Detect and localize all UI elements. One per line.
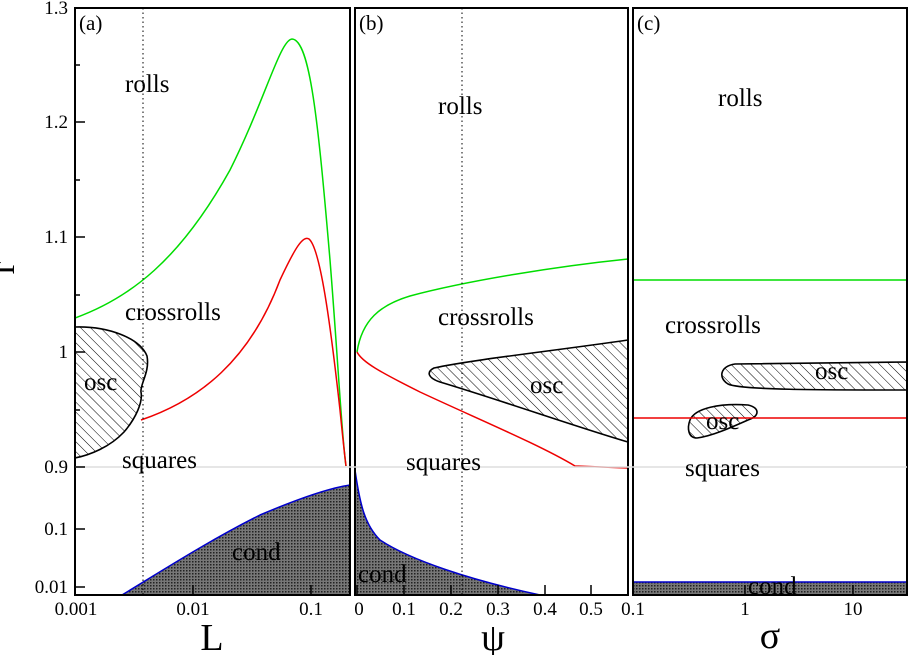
x-tick-b-0.4: 0.4: [533, 599, 557, 620]
x-tick-c-0.1: 0.1: [621, 599, 645, 620]
x-tick-a-0.1: 0.1: [299, 599, 323, 620]
y-tick-0.01: 0.01: [35, 577, 68, 598]
panel-tag-b: (b): [359, 11, 384, 35]
x-tick-c-1: 1: [740, 599, 750, 620]
region-label-osc-c-lower: osc: [706, 408, 739, 435]
squares-boundary-line-a: [140, 237, 347, 467]
region-label-cond-b: cond: [358, 561, 407, 588]
region-label-cond-a: cond: [232, 539, 281, 566]
x-axis-title-a: L: [200, 617, 223, 655]
region-label-rolls-c: rolls: [718, 85, 762, 112]
osc-region-c-lower: [687, 403, 758, 439]
x-tick-b-0.1: 0.1: [392, 599, 416, 620]
x-tick-labels-c: 0.1 1 10: [621, 599, 862, 620]
x-tick-labels-a: 0.001 0.01 0.1: [55, 599, 323, 620]
squares-boundary-line-b: [356, 351, 628, 469]
panel-tag-a: (a): [79, 11, 102, 35]
cond-region-c: [633, 582, 907, 595]
region-label-cond-c: cond: [748, 573, 797, 600]
panel-c: [633, 279, 907, 595]
region-label-squares-b: squares: [406, 449, 481, 476]
osc-region-b: [428, 339, 628, 443]
panel-a: [75, 8, 350, 595]
y-tick-1: 1: [59, 342, 69, 363]
x-axis-title-b: ψ: [481, 617, 505, 655]
y-ticks: [75, 7, 85, 588]
cond-region-a: [122, 485, 350, 595]
x-tick-labels-b: 0 0.1 0.2 0.3 0.4 0.5: [354, 599, 603, 620]
y-tick-1.3: 1.3: [44, 0, 68, 19]
x-tick-b-0.3: 0.3: [486, 599, 510, 620]
y-tick-1.1: 1.1: [44, 227, 68, 248]
x-tick-b-0: 0: [354, 599, 364, 620]
panel-tag-c: (c): [637, 11, 660, 35]
panel-b-frame: [354, 7, 629, 596]
y-axis-title: r: [0, 261, 23, 274]
x-axis-title-c: σ: [760, 615, 780, 655]
x-ticks: [74, 585, 854, 595]
region-label-squares-c: squares: [685, 455, 760, 482]
region-label-rolls-a: rolls: [125, 71, 169, 98]
osc-region-a: [75, 326, 149, 459]
rolls-boundary-line-b: [356, 258, 628, 353]
region-label-osc-c-upper: osc: [815, 358, 848, 385]
x-tick-a-0.01: 0.01: [176, 599, 209, 620]
panel-b: [355, 8, 628, 595]
panel-a-frame: [74, 7, 351, 596]
region-label-osc-b: osc: [530, 372, 563, 399]
y-tick-0.1: 0.1: [44, 519, 68, 540]
x-tick-b-0.5: 0.5: [579, 599, 603, 620]
region-label-crossrolls-b: crossrolls: [438, 304, 534, 331]
y-tick-1.2: 1.2: [44, 112, 68, 133]
x-tick-a-0.001: 0.001: [55, 599, 98, 620]
y-tick-0.9: 0.9: [44, 457, 68, 478]
osc-region-c-upper: [721, 361, 907, 391]
panel-c-frame: [632, 7, 908, 596]
region-label-rolls-b: rolls: [438, 93, 482, 120]
cond-boundary-line-b: [355, 469, 541, 595]
rolls-boundary-line-a: [75, 38, 347, 467]
region-label-osc-a: osc: [84, 369, 117, 396]
region-label-squares-a: squares: [122, 447, 197, 474]
y-tick-labels: 1.3 1.2 1.1 1 0.9 0.1 0.01: [35, 0, 68, 598]
x-tick-c-10: 10: [844, 599, 863, 620]
region-label-crossrolls-a: crossrolls: [125, 299, 221, 326]
cond-region-b: [355, 470, 540, 595]
region-label-crossrolls-c: crossrolls: [665, 312, 761, 339]
cond-boundary-line-a: [121, 484, 350, 595]
x-tick-b-0.2: 0.2: [439, 599, 463, 620]
